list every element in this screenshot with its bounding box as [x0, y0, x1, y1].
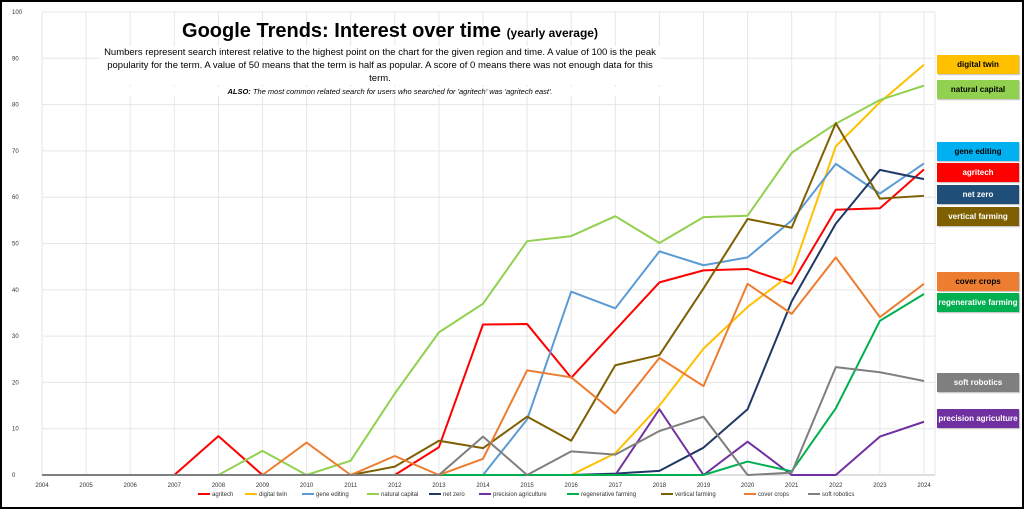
x-tick-label: 2023: [873, 483, 887, 489]
x-tick-label: 2010: [300, 483, 314, 489]
legend-label: regenerative farming: [581, 492, 636, 498]
x-tick-label: 2015: [520, 483, 534, 489]
x-tick-label: 2009: [256, 483, 270, 489]
end-label-gene-editing: gene editing: [937, 142, 1019, 161]
title-text: Google Trends: Interest over time: [182, 20, 501, 42]
y-tick-label: 0: [12, 473, 16, 479]
legend-label: precision agriculture: [493, 492, 547, 498]
chart-subtitle: Numbers represent search interest relati…: [100, 46, 660, 85]
x-tick-label: 2020: [741, 483, 755, 489]
legend-label: net zero: [443, 492, 465, 498]
x-tick-label: 2019: [697, 483, 711, 489]
y-tick-label: 10: [12, 427, 19, 433]
y-tick-label: 80: [12, 103, 19, 109]
x-tick-label: 2018: [653, 483, 667, 489]
x-tick-label: 2024: [917, 483, 931, 489]
chart-note: ALSO: The most common related search for…: [120, 87, 660, 96]
legend-label: agritech: [212, 492, 233, 498]
x-tick-label: 2021: [785, 483, 799, 489]
y-tick-label: 50: [12, 242, 19, 248]
y-tick-label: 30: [12, 334, 19, 340]
note-prefix: ALSO:: [227, 87, 251, 96]
x-tick-label: 2017: [609, 483, 623, 489]
chart-title: Google Trends: Interest over time (yearl…: [0, 20, 780, 43]
legend-label: gene editing: [316, 492, 349, 498]
end-label-net-zero: net zero: [937, 185, 1019, 204]
x-tick-label: 2005: [79, 483, 93, 489]
y-tick-label: 70: [12, 149, 19, 155]
end-label-vertical-farming: vertical farming: [937, 207, 1019, 226]
x-tick-label: 2011: [344, 483, 358, 489]
end-label-natural-capital: natural capital: [937, 80, 1019, 99]
x-tick-label: 2007: [168, 483, 182, 489]
x-tick-label: 2013: [432, 483, 446, 489]
end-label-cover-crops: cover crops: [937, 272, 1019, 291]
y-tick-label: 40: [12, 288, 19, 294]
x-tick-label: 2016: [565, 483, 579, 489]
series-line-agritech: [42, 168, 925, 476]
legend-label: vertical farming: [675, 492, 716, 498]
end-label-regenerative-farming: regenerative farming: [937, 293, 1019, 312]
y-tick-label: 100: [12, 10, 23, 16]
x-tick-label: 2004: [35, 483, 49, 489]
series-line-soft-robotics: [42, 366, 925, 476]
legend-label: digital twin: [259, 492, 287, 498]
legend-label: natural capital: [381, 492, 418, 498]
end-label-soft-robotics: soft robotics: [937, 373, 1019, 392]
y-tick-label: 20: [12, 380, 19, 386]
end-label-agritech: agritech: [937, 163, 1019, 182]
x-tick-label: 2008: [212, 483, 226, 489]
end-label-precision-agriculture: precision agriculture: [937, 409, 1019, 428]
legend-label: cover crops: [758, 492, 789, 498]
title-suffix: (yearly average): [506, 26, 598, 40]
note-text: The most common related search for users…: [252, 87, 553, 96]
x-tick-label: 2022: [829, 483, 843, 489]
x-tick-label: 2006: [124, 483, 138, 489]
x-tick-label: 2014: [476, 483, 490, 489]
end-label-digital-twin: digital twin: [937, 55, 1019, 74]
x-tick-label: 2012: [388, 483, 402, 489]
y-tick-label: 60: [12, 195, 19, 201]
y-tick-label: 90: [12, 56, 19, 62]
legend-label: soft robotics: [822, 492, 854, 498]
